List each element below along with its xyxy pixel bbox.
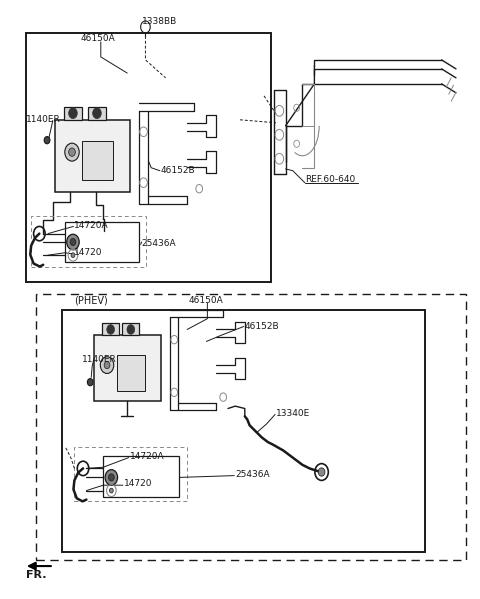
Text: FR.: FR. [26,570,47,580]
Text: 25436A: 25436A [142,238,176,248]
Bar [122,323,139,335]
Circle shape [100,356,114,374]
Text: 46150A: 46150A [188,295,223,305]
Text: 1338BB: 1338BB [142,17,177,26]
Text: 14720A: 14720A [74,220,109,230]
Text: 1140ER: 1140ER [26,115,61,125]
Circle shape [108,474,114,481]
Text: 1140ER: 1140ER [82,355,116,364]
Circle shape [93,108,101,119]
Bar [64,107,82,120]
Text: (PHEV): (PHEV) [74,295,108,305]
Bar [36,294,466,560]
Text: REF.60-640: REF.60-640 [305,175,355,184]
Circle shape [65,143,79,161]
Circle shape [127,325,134,334]
Text: 13340E: 13340E [276,409,310,418]
Circle shape [67,234,79,250]
Circle shape [107,325,115,334]
Bar [26,33,271,282]
Bar [88,107,106,120]
Bar [94,335,161,401]
Circle shape [87,379,93,386]
Text: 14720A: 14720A [130,452,164,461]
Circle shape [69,148,75,156]
Circle shape [71,253,75,258]
Circle shape [104,361,110,368]
Bar [117,355,145,391]
Circle shape [105,470,118,485]
Circle shape [109,488,113,493]
Bar [103,456,179,497]
Text: 14720: 14720 [124,479,152,489]
Circle shape [318,468,325,476]
Circle shape [69,108,77,119]
Circle shape [70,238,76,246]
Bar [62,310,425,552]
Bar [31,216,146,267]
Text: 46150A: 46150A [81,34,115,44]
Bar [102,323,119,335]
Text: 46152B: 46152B [245,322,279,331]
Text: 46152B: 46152B [161,166,195,176]
Bar [55,120,130,192]
Text: 25436A: 25436A [235,470,270,479]
Circle shape [44,137,50,144]
Bar [82,141,113,180]
Bar [65,222,139,262]
Text: 14720: 14720 [74,248,103,258]
Bar [74,447,187,501]
